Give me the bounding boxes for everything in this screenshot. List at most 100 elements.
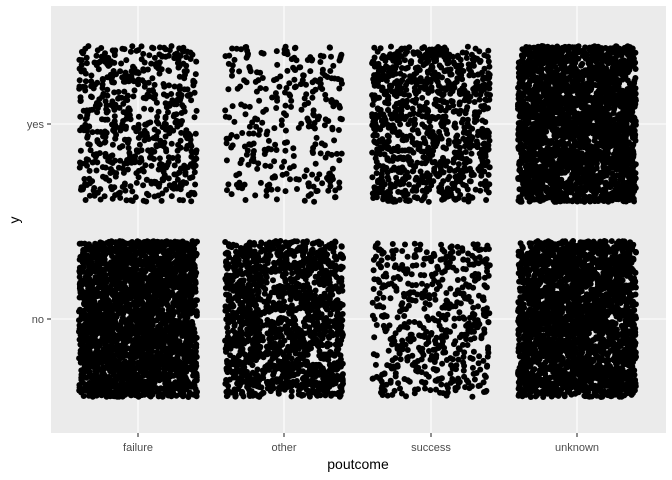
data-point — [321, 257, 328, 264]
data-point — [159, 190, 166, 197]
data-point — [189, 238, 196, 245]
data-point — [319, 180, 326, 187]
data-point — [241, 143, 248, 150]
data-point — [139, 299, 146, 306]
data-point — [331, 137, 338, 144]
data-point — [313, 337, 320, 343]
data-point — [263, 303, 270, 310]
data-point — [156, 258, 163, 265]
data-point — [274, 351, 281, 358]
data-point — [271, 158, 278, 165]
data-point — [139, 305, 146, 312]
data-point — [116, 365, 123, 372]
data-point — [242, 197, 249, 203]
data-point — [229, 72, 235, 79]
data-point — [163, 333, 170, 340]
data-point — [228, 191, 235, 198]
data-point — [175, 91, 182, 98]
data-point — [226, 341, 233, 348]
data-point — [290, 365, 297, 372]
data-point — [187, 256, 194, 263]
data-point — [151, 148, 158, 155]
data-point — [96, 96, 103, 103]
data-point — [338, 243, 345, 250]
data-point — [246, 301, 253, 308]
data-point — [174, 242, 181, 249]
data-point — [105, 54, 112, 61]
data-point — [299, 248, 306, 255]
data-point — [139, 77, 146, 84]
data-point — [303, 167, 310, 174]
data-point — [326, 334, 333, 341]
data-point — [248, 141, 254, 148]
data-point — [284, 243, 291, 250]
data-point — [133, 306, 140, 313]
data-point — [305, 312, 312, 319]
data-point — [171, 83, 178, 90]
data-point — [253, 263, 260, 270]
data-point — [123, 197, 130, 204]
data-point — [314, 175, 321, 182]
data-point — [294, 186, 300, 192]
data-point — [222, 250, 229, 257]
data-point — [109, 121, 115, 128]
data-point — [165, 67, 172, 74]
data-point — [238, 301, 245, 308]
data-point — [222, 337, 229, 344]
data-point — [321, 383, 328, 390]
data-point — [100, 371, 107, 378]
data-point — [281, 298, 287, 305]
data-point — [94, 373, 101, 380]
data-point — [135, 174, 142, 181]
data-point — [288, 97, 295, 104]
data-point — [176, 197, 183, 203]
data-point — [93, 358, 100, 365]
data-point — [282, 362, 289, 369]
data-point — [83, 60, 90, 67]
data-point — [113, 313, 120, 320]
data-point — [130, 93, 137, 100]
data-point — [270, 277, 276, 284]
data-point — [295, 294, 302, 301]
data-point — [255, 381, 262, 388]
data-point — [232, 266, 239, 273]
data-point — [246, 265, 253, 272]
data-point — [148, 343, 155, 350]
data-point — [313, 134, 320, 141]
data-point — [253, 342, 260, 349]
data-point — [84, 281, 91, 288]
data-point — [309, 317, 316, 324]
data-point — [304, 346, 311, 352]
data-point — [89, 342, 96, 349]
data-point — [138, 246, 145, 253]
data-point — [333, 150, 340, 157]
data-point — [263, 274, 270, 281]
data-point — [265, 137, 272, 144]
data-point — [143, 285, 150, 291]
data-point — [269, 377, 276, 384]
data-point — [252, 281, 259, 288]
data-point — [148, 305, 155, 312]
data-point — [252, 325, 259, 332]
data-point — [93, 52, 100, 59]
data-point — [325, 187, 332, 194]
data-point — [337, 115, 344, 122]
data-point — [291, 341, 298, 348]
data-point — [276, 365, 283, 372]
data-point — [159, 124, 166, 131]
data-point — [189, 51, 196, 58]
data-point — [327, 324, 333, 331]
data-point — [107, 250, 114, 256]
data-point — [178, 129, 185, 136]
data-point — [298, 300, 305, 307]
data-point — [335, 288, 342, 295]
data-point — [180, 307, 186, 314]
data-point — [180, 104, 187, 111]
data-point — [105, 378, 112, 385]
data-point — [297, 342, 304, 349]
data-point — [239, 367, 245, 373]
data-point — [188, 153, 195, 160]
data-point — [92, 392, 99, 398]
data-point — [289, 262, 296, 269]
data-point — [184, 142, 191, 149]
